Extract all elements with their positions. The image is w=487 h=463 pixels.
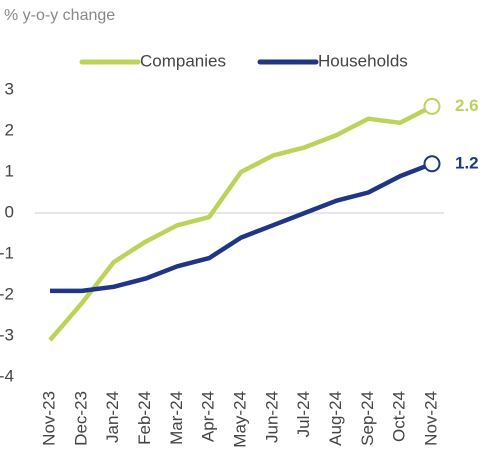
x-tick-label: Feb-24 — [135, 391, 154, 445]
y-tick-label: 2 — [5, 120, 14, 139]
x-tick-label: Nov-23 — [39, 391, 58, 446]
y-tick-label: -1 — [0, 243, 14, 262]
x-tick-label: Jan-24 — [103, 391, 122, 443]
x-tick-label: Mar-24 — [167, 391, 186, 445]
y-tick-label: -4 — [0, 366, 14, 385]
x-tick-label: Sep-24 — [358, 391, 377, 446]
x-tick-label: May-24 — [230, 391, 249, 448]
end-value-label: 2.6 — [455, 96, 479, 115]
y-tick-label: 0 — [5, 202, 14, 221]
x-tick-label: Apr-24 — [199, 391, 218, 442]
end-value-label: 1.2 — [455, 153, 479, 172]
x-tick-label: Jul-24 — [294, 391, 313, 437]
legend-label: Companies — [140, 51, 226, 70]
y-tick-label: 3 — [5, 79, 14, 98]
x-tick-label: Nov-24 — [421, 391, 440, 446]
end-marker — [423, 155, 441, 173]
legend-label: Households — [318, 51, 408, 70]
y-tick-label: 1 — [5, 161, 14, 180]
end-marker — [423, 97, 441, 115]
x-tick-label: Dec-23 — [71, 391, 90, 446]
y-tick-label: -2 — [0, 284, 14, 303]
x-tick-label: Aug-24 — [326, 391, 345, 446]
x-tick-label: Jun-24 — [262, 391, 281, 443]
series-line — [48, 104, 434, 342]
y-axis-label: % y-o-y change — [4, 7, 115, 24]
series-line — [50, 161, 433, 294]
x-tick-label: Oct-24 — [390, 391, 409, 442]
y-tick-label: -3 — [0, 325, 14, 344]
